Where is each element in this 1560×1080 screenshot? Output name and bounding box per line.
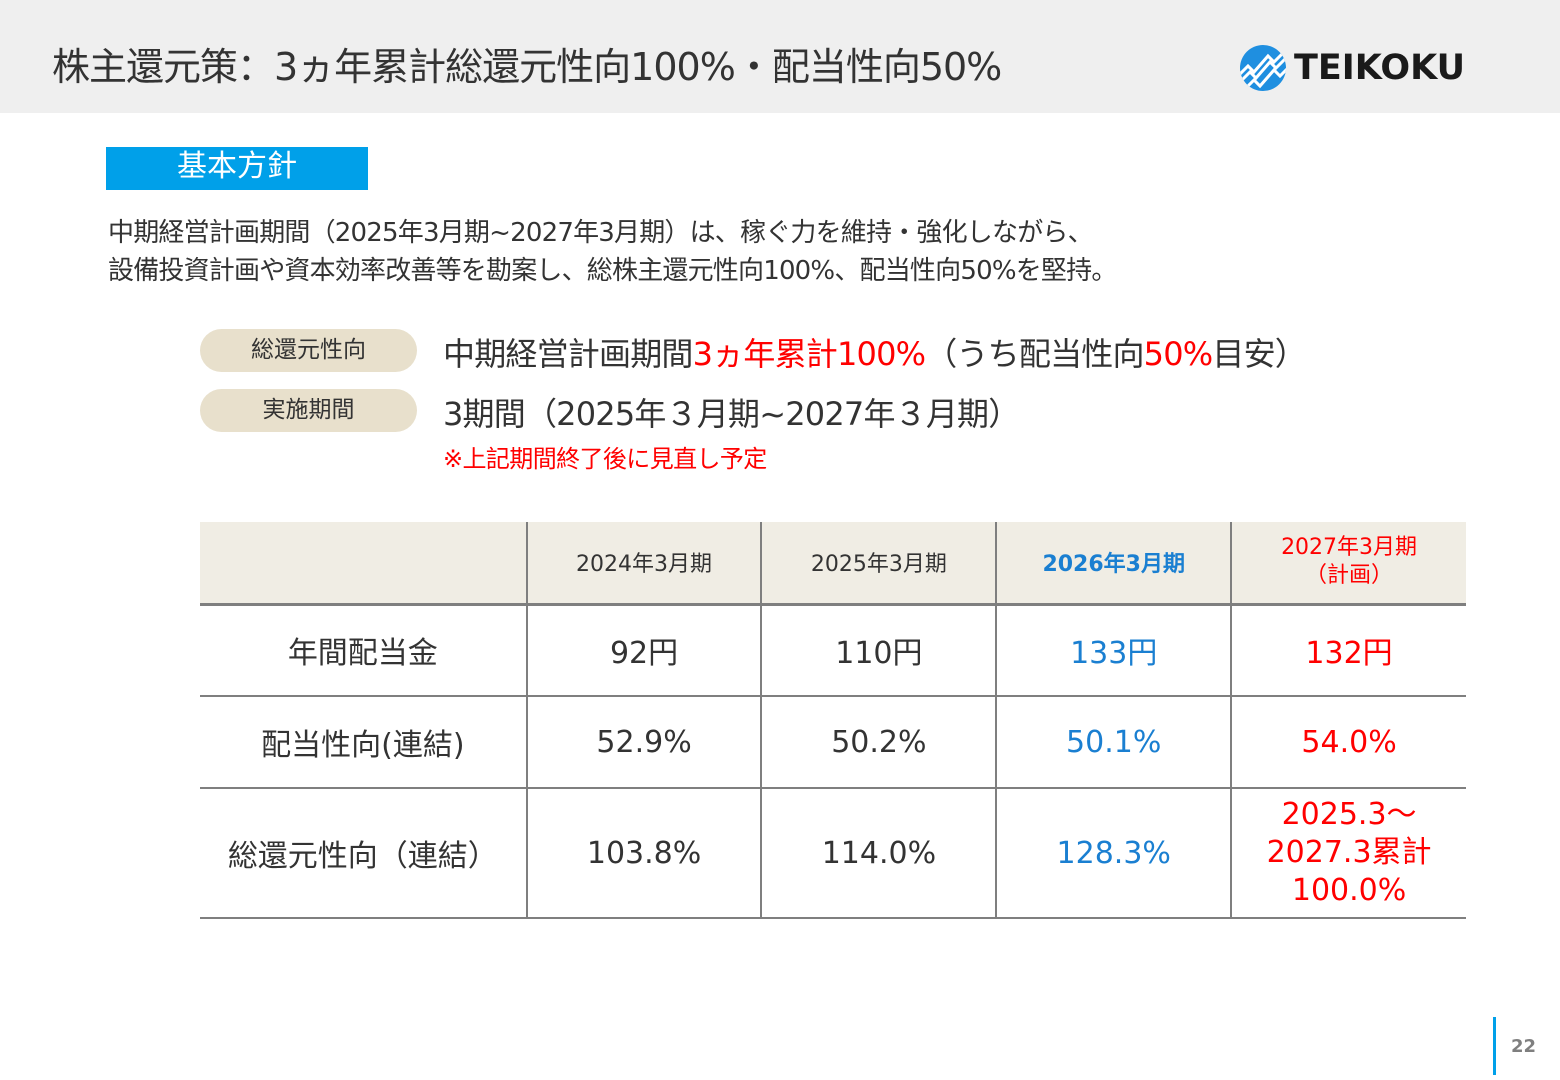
intro-line-1: 中期経営計画期間（2025年3月期~2027年3月期）は、稼ぐ力を維持・強化しな… <box>108 218 1094 248</box>
table-cell: 92円 <box>525 604 762 697</box>
plan-label: （計画） <box>1305 563 1394 589</box>
page-number: 22 <box>1511 1036 1537 1057</box>
company-logo: TEIKOKU <box>1238 44 1465 92</box>
table-cell: 133円 <box>995 604 1232 697</box>
policy-label-payout: 総還元性向 <box>200 329 417 372</box>
intro-paragraph: 中期経営計画期間（2025年3月期~2027年3月期）は、稼ぐ力を維持・強化しな… <box>108 214 1117 290</box>
table-header-cell-plan: 2027年3月期 （計画） <box>1230 522 1466 606</box>
dividend-table: 2024年3月期 2025年3月期 2026年3月期 2027年3月期 （計画）… <box>200 522 1466 919</box>
policy-text-payout: 中期経営計画期間3ヵ年累計100%（うち配当性向50%目安） <box>443 329 1307 375</box>
page-number-divider <box>1493 1017 1496 1075</box>
table-cell: 103.8% <box>525 788 762 919</box>
cumulative-line: 2027.3累計 <box>1266 835 1432 870</box>
row-label: 総還元性向（連結） <box>200 788 527 919</box>
policy-label-period: 実施期間 <box>200 389 417 432</box>
table-cell: 114.0% <box>760 788 997 919</box>
policy-highlight-dividend: 50% <box>1143 335 1214 373</box>
cumulative-line: 100.0% <box>1291 873 1407 908</box>
table-cell: 132円 <box>1230 604 1466 697</box>
table-header-row: 2024年3月期 2025年3月期 2026年3月期 2027年3月期 （計画） <box>200 522 1466 606</box>
table-header-cell <box>200 522 527 606</box>
table-cell: 128.3% <box>995 788 1232 919</box>
table-cell: 50.1% <box>995 696 1232 789</box>
header-bar: 株主還元策：3ヵ年累計総還元性向100%・配当性向50% TEIKOKU <box>0 0 1560 113</box>
review-note: ※上記期間終了後に見直し予定 <box>443 445 767 473</box>
logo-wordmark: TEIKOKU <box>1294 48 1466 88</box>
policy-text-part: 中期経営計画期間 <box>443 335 693 373</box>
section-heading: 基本方針 <box>106 147 368 190</box>
policy-text-period: 3期間（2025年３月期~2027年３月期） <box>443 395 1020 433</box>
intro-line-2: 設備投資計画や資本効率改善等を勘案し、総株主還元性向100%、配当性向50%を堅… <box>108 256 1117 286</box>
table-cell: 52.9% <box>525 696 762 789</box>
table-cell: 54.0% <box>1230 696 1466 789</box>
table-header-cell: 2025年3月期 <box>760 522 997 606</box>
policy-highlight-total: 3ヵ年累計100% <box>692 335 926 373</box>
policy-text-part: 目安） <box>1212 335 1307 373</box>
policy-text-part: （うち配当性向 <box>925 335 1144 373</box>
row-label: 配当性向(連結) <box>200 696 527 789</box>
teikoku-logo-mark-icon <box>1240 45 1286 91</box>
table-row: 総還元性向（連結） 103.8% 114.0% 128.3% 2025.3～ 2… <box>200 788 1466 919</box>
page-title: 株主還元策：3ヵ年累計総還元性向100%・配当性向50% <box>52 45 1002 89</box>
cumulative-line: 2025.3～ <box>1281 797 1417 832</box>
table-cell: 110円 <box>760 604 997 697</box>
table-cell-cumulative: 2025.3～ 2027.3累計 100.0% <box>1230 788 1466 919</box>
table-row: 年間配当金 92円 110円 133円 132円 <box>200 604 1466 697</box>
table-row: 配当性向(連結) 52.9% 50.2% 50.1% 54.0% <box>200 696 1466 789</box>
plan-year-label: 2027年3月期 <box>1281 535 1418 561</box>
table-header-cell-current: 2026年3月期 <box>995 522 1232 606</box>
row-label: 年間配当金 <box>200 604 527 697</box>
table-header-cell: 2024年3月期 <box>525 522 762 606</box>
table-cell: 50.2% <box>760 696 997 789</box>
